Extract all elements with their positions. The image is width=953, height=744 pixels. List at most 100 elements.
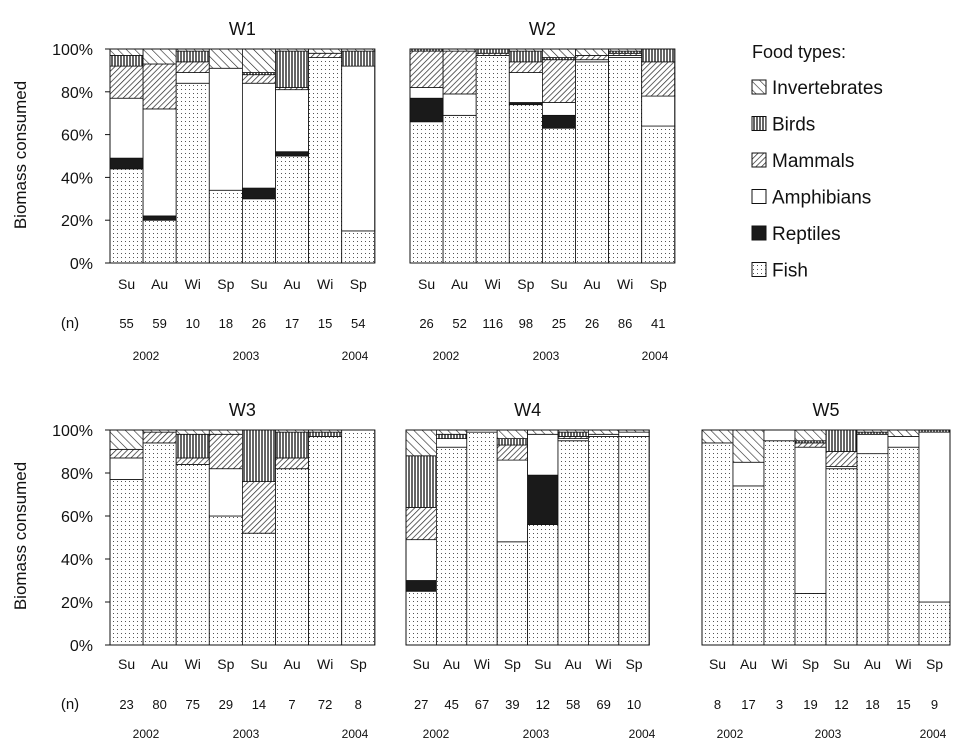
bar-segment-amphibians	[109, 97, 144, 159]
bar-stack	[475, 48, 510, 264]
bar-segment-fish	[641, 125, 676, 264]
legend-item-invertebrates: Invertebrates	[751, 78, 883, 99]
y-tick-label: 60%	[61, 128, 93, 145]
n-value: 27	[414, 697, 428, 712]
bar-stack	[825, 429, 858, 646]
bar-segment-invertebrates	[575, 48, 609, 56]
panel-title: W1	[229, 19, 256, 39]
n-value: 39	[505, 697, 519, 712]
bar-segment-fish	[794, 593, 827, 646]
bar-segment-fish	[405, 590, 437, 646]
n-value: 25	[552, 316, 566, 331]
n-value: 17	[285, 316, 299, 331]
bar-stack	[701, 429, 734, 646]
bar-segment-fish	[856, 453, 889, 646]
bar-segment-fish	[918, 601, 951, 646]
legend-item-fish: Fish	[751, 261, 808, 282]
n-value: 86	[618, 316, 632, 331]
bar-stack	[887, 429, 920, 646]
bar-segment-mammals	[641, 61, 676, 97]
legend-label: Mammals	[772, 151, 854, 172]
bar-segment-birds	[308, 431, 343, 437]
bar-stack	[856, 429, 889, 646]
bar-segment-reptiles	[405, 580, 437, 592]
y-tick-label: 100%	[52, 42, 93, 59]
legend-swatch	[751, 189, 767, 204]
bar-segment-fish	[208, 189, 243, 264]
n-value: 7	[288, 697, 295, 712]
bar-segment-fish	[475, 55, 510, 264]
year-label: 2003	[523, 727, 550, 741]
bar-stack	[618, 429, 650, 646]
n-label-bottom: (n)	[61, 696, 79, 713]
bar-segment-amphibians	[542, 102, 576, 116]
category-label: Su	[250, 656, 267, 672]
bar-segment-fish	[608, 57, 643, 264]
y-tick-label: 20%	[61, 595, 93, 612]
plot-frame	[409, 48, 676, 264]
y-tick-label: 20%	[61, 213, 93, 230]
bar-stack	[918, 429, 951, 646]
bar-segment-fish	[142, 442, 177, 646]
bar-stack	[405, 429, 437, 646]
bar-segment-birds	[341, 50, 376, 67]
bar-segment-fish	[241, 198, 276, 264]
n-value: 18	[219, 316, 233, 331]
category-label: Sp	[802, 656, 819, 672]
n-value: 3	[776, 697, 783, 712]
y-axis-label-top: Biomass consumed	[11, 81, 30, 229]
n-value: 18	[865, 697, 879, 712]
legend: Food types: Invertebrates Birds Mammals Amp…	[751, 42, 883, 282]
bar-segment-amphibians	[618, 431, 650, 437]
bar-segment-mammals	[825, 451, 858, 467]
bar-segment-mammals	[241, 74, 276, 84]
category-label: Sp	[650, 276, 667, 292]
category-label: Sp	[504, 656, 521, 672]
bar-segment-fish	[308, 436, 343, 646]
plot-frame	[109, 429, 376, 646]
bar-segment-fish	[466, 431, 498, 646]
bar-segment-reptiles	[109, 157, 144, 170]
n-value: 26	[585, 316, 599, 331]
legend-item-reptiles: Reptiles	[751, 224, 841, 245]
bar-segment-mammals	[542, 59, 576, 103]
bar-segment-fish	[142, 219, 177, 264]
n-value: 8	[355, 697, 362, 712]
category-label: Wi	[317, 656, 333, 672]
category-label: Su	[534, 656, 551, 672]
bar-segment-amphibians	[435, 438, 468, 448]
n-value: 19	[803, 697, 817, 712]
bar-stack	[308, 48, 343, 264]
bar-stack	[341, 429, 376, 646]
bar-segment-fish	[732, 485, 765, 646]
legend-item-mammals: Mammals	[751, 151, 854, 172]
bar-segment-invertebrates	[208, 48, 243, 69]
bar-segment-mammals	[405, 506, 437, 541]
bar-segment-invertebrates	[527, 429, 559, 435]
category-label: Su	[413, 656, 430, 672]
legend-label: Amphibians	[772, 188, 871, 209]
bar-segment-fish	[175, 82, 210, 264]
n-value: 10	[627, 697, 641, 712]
bar-segment-fish	[109, 168, 144, 264]
year-label: 2002	[717, 727, 744, 741]
bar-stack	[527, 429, 559, 646]
bar-segment-amphibians	[409, 87, 444, 99]
bar-segment-fish	[275, 468, 309, 646]
year-label: 2002	[433, 349, 460, 363]
bar-stack	[142, 48, 177, 264]
legend-swatch	[751, 262, 767, 277]
bar-segment-mammals	[208, 433, 243, 470]
bar-segment-fish	[542, 127, 576, 264]
y-axis-label-bottom: Biomass consumed	[11, 462, 30, 610]
bar-segment-birds	[475, 48, 510, 54]
n-value: 67	[475, 697, 489, 712]
category-label: Su	[833, 656, 850, 672]
n-value: 98	[519, 316, 533, 331]
bar-segment-mammals	[508, 61, 543, 73]
bar-segment-fish	[435, 446, 468, 646]
bar-segment-fish	[409, 121, 444, 264]
bar-stack	[435, 429, 468, 646]
n-value: 8	[714, 697, 721, 712]
